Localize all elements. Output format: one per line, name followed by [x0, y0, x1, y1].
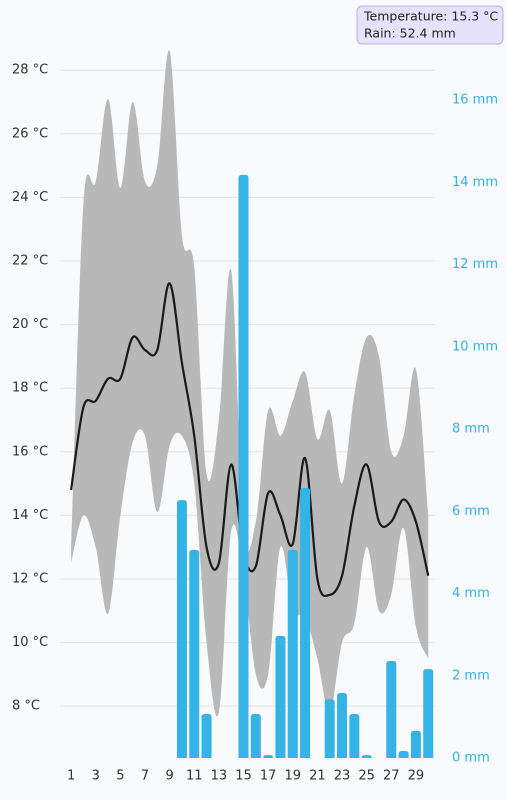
- rain-bar: [386, 660, 397, 758]
- y-tick-label: 8 °C: [12, 699, 40, 714]
- y2-tick-label: 6 mm: [452, 504, 490, 519]
- x-tick-label: 13: [211, 769, 228, 784]
- y2-tick-label: 10 mm: [452, 339, 498, 354]
- rain-bar: [176, 500, 187, 758]
- y-tick-label: 16 °C: [12, 444, 48, 459]
- rain-bar: [250, 713, 261, 758]
- rain-bar: [349, 713, 360, 758]
- y-tick-label: 24 °C: [12, 190, 48, 205]
- rain-bar: [324, 699, 335, 758]
- rain-bar: [189, 549, 200, 758]
- rain-bar: [287, 549, 298, 758]
- x-tick-label: 7: [141, 769, 149, 784]
- x-tick-label: 23: [334, 769, 351, 784]
- rain-bar: [201, 713, 212, 758]
- x-tick-label: 19: [284, 769, 301, 784]
- rain-bar: [337, 693, 348, 758]
- y-tick-label: 18 °C: [12, 381, 48, 396]
- y2-tick-label: 12 mm: [452, 257, 498, 272]
- x-tick-label: 27: [383, 769, 400, 784]
- y-tick-label: 28 °C: [12, 63, 48, 78]
- y2-tick-label: 2 mm: [452, 668, 490, 683]
- y-tick-label: 20 °C: [12, 317, 48, 332]
- x-tick-label: 15: [235, 769, 252, 784]
- y-tick-label: 26 °C: [12, 126, 48, 141]
- rain-bar: [361, 755, 372, 758]
- x-tick-label: 17: [260, 769, 277, 784]
- x-tick-label: 29: [408, 769, 425, 784]
- y2-tick-label: 14 mm: [452, 175, 498, 190]
- y2-tick-label: 8 mm: [452, 422, 490, 437]
- x-tick-label: 1: [67, 769, 75, 784]
- tooltip-line: Rain: 52.4 mm: [364, 26, 456, 41]
- rain-bar: [300, 487, 311, 758]
- rain-bar: [263, 755, 274, 758]
- y2-tick-label: 4 mm: [452, 586, 490, 601]
- rain-bar: [275, 635, 286, 758]
- temperature-range: [71, 50, 429, 717]
- tooltip-line: Temperature: 15.3 °C: [363, 9, 498, 24]
- y-tick-label: 22 °C: [12, 253, 48, 268]
- rain-bar: [423, 669, 434, 758]
- rain-bar: [410, 730, 421, 758]
- y-tick-label: 12 °C: [12, 571, 48, 586]
- x-tick-label: 3: [92, 769, 100, 784]
- rain-bar: [398, 751, 409, 758]
- x-tick-label: 21: [309, 769, 326, 784]
- x-tick-label: 5: [116, 769, 124, 784]
- x-tick-label: 25: [358, 769, 375, 784]
- tooltip-box: [356, 5, 504, 45]
- tooltip: Temperature: 15.3 °C Rain: 52.4 mm: [356, 5, 504, 45]
- x-tick-label: 11: [186, 769, 203, 784]
- y-tick-label: 14 °C: [12, 508, 48, 523]
- y-tick-label: 10 °C: [12, 635, 48, 650]
- rain-bar: [238, 174, 249, 758]
- x-tick-label: 9: [165, 769, 173, 784]
- y2-tick-label: 16 mm: [452, 93, 498, 108]
- y2-tick-label: 0 mm: [452, 751, 490, 766]
